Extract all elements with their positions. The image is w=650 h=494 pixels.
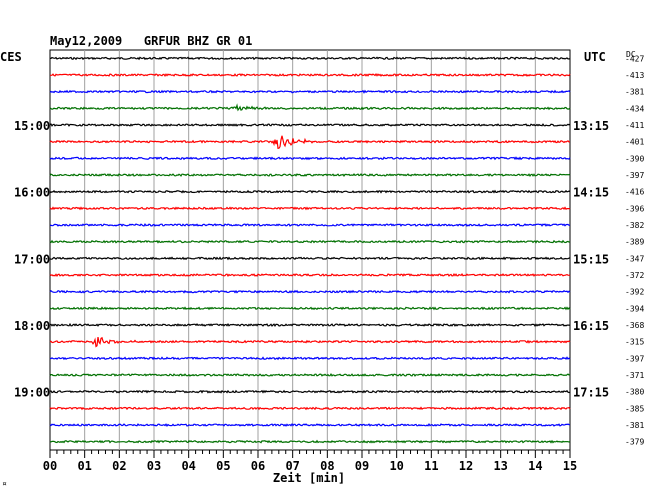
x-tick-label: 06 — [251, 459, 265, 473]
trace-line — [49, 389, 571, 394]
left-time-labels: 15:00 16:00 17:00 18:00 19:00 — [14, 119, 50, 400]
x-tick-label: 05 — [216, 459, 230, 473]
dc-offset-label: -411 — [625, 121, 644, 130]
x-tick-label: 08 — [320, 459, 334, 473]
dc-offset-label: -434 — [625, 104, 644, 113]
dc-offset-label: -392 — [625, 288, 644, 297]
seismic-traces — [49, 56, 571, 444]
trace-line — [49, 289, 571, 294]
trace-line — [49, 272, 571, 278]
trace-line — [49, 89, 571, 94]
dc-offset-label: -381 — [625, 421, 644, 430]
trace-line — [49, 356, 571, 361]
dc-offset-labels: -427 -413 -381 -434 -411 -401 -390 -397 -416 -396… — [625, 54, 644, 446]
x-tick-label: 03 — [147, 459, 161, 473]
dc-offset-label: -368 — [625, 321, 644, 330]
dc-offset-label: -401 — [625, 138, 644, 147]
dc-offset-label: -315 — [625, 338, 644, 347]
trace-line — [49, 135, 571, 149]
x-tick-label: 12 — [459, 459, 473, 473]
trace-line — [49, 422, 571, 427]
trace-line — [49, 322, 571, 328]
trace-line — [49, 306, 571, 311]
x-tick-label: 13 — [493, 459, 507, 473]
dc-offset-label: -396 — [625, 204, 644, 213]
x-tick-label: 00 — [43, 459, 57, 473]
trace-line — [49, 56, 571, 61]
trace-line — [49, 103, 571, 112]
dc-label: DC — [626, 50, 636, 59]
trace-line — [49, 206, 571, 211]
dc-offset-label: -379 — [625, 438, 644, 447]
x-tick-label: 04 — [181, 459, 195, 473]
left-time-label: 16:00 — [14, 186, 50, 200]
right-time-label: 14:15 — [573, 186, 609, 200]
plot-frame — [49, 49, 571, 451]
dc-offset-label: -371 — [625, 371, 644, 380]
x-tick-label: 15 — [563, 459, 577, 473]
dc-offset-label: -372 — [625, 271, 644, 280]
x-tick-label: 02 — [112, 459, 126, 473]
dc-offset-label: -381 — [625, 88, 644, 97]
trace-line — [49, 336, 571, 348]
x-tick-label: 01 — [77, 459, 91, 473]
left-time-label: 17:00 — [14, 252, 50, 266]
trace-line — [49, 173, 571, 177]
dc-offset-label: -397 — [625, 354, 644, 363]
dc-offset-label: -397 — [625, 171, 644, 180]
right-time-label: 16:15 — [573, 319, 609, 333]
trace-line — [49, 372, 571, 377]
left-time-label: 15:00 — [14, 119, 50, 133]
x-axis: 00 01 02 03 04 05 06 07 08 09 10 11 12 13 14 15 — [43, 450, 577, 473]
x-tick-label: 07 — [285, 459, 299, 473]
left-timezone-label: CES — [0, 50, 22, 64]
dc-offset-label: -416 — [625, 188, 644, 197]
x-tick-label: 10 — [389, 459, 403, 473]
left-time-label: 19:00 — [14, 386, 50, 400]
trace-line — [49, 439, 571, 444]
dc-offset-label: -427 — [625, 54, 644, 63]
dc-offset-label: -390 — [625, 154, 644, 163]
dc-offset-label: -380 — [625, 388, 644, 397]
trace-line — [49, 73, 571, 78]
x-tick-label: 11 — [424, 459, 438, 473]
left-time-label: 18:00 — [14, 319, 50, 333]
chart-title: May12,2009 GRFUR BHZ GR 01 — [50, 34, 252, 48]
trace-line — [49, 406, 571, 411]
dc-offset-label: -413 — [625, 71, 644, 80]
x-tick-label: 09 — [355, 459, 369, 473]
right-time-label: 17:15 — [573, 386, 609, 400]
dc-offset-label: -382 — [625, 221, 644, 230]
trace-line — [49, 222, 571, 227]
right-time-label: 13:15 — [573, 119, 609, 133]
trace-line — [49, 256, 571, 261]
dc-offset-label: -394 — [625, 304, 644, 313]
right-time-label: 15:15 — [573, 252, 609, 266]
footnote-mark: ¤ — [2, 479, 7, 488]
x-axis-label: Zeit [min] — [273, 471, 345, 485]
trace-line — [49, 189, 571, 194]
dc-offset-label: -347 — [625, 254, 644, 263]
dc-offset-label: -389 — [625, 238, 644, 247]
trace-line — [49, 239, 571, 244]
dc-offset-label: -385 — [625, 404, 644, 413]
right-timezone-label: UTC — [584, 50, 606, 64]
trace-line — [49, 156, 571, 161]
trace-line — [49, 123, 571, 127]
minute-grid — [49, 49, 571, 451]
x-tick-label: 14 — [528, 459, 542, 473]
right-time-labels: 13:15 14:15 15:15 16:15 17:15 — [573, 119, 609, 400]
